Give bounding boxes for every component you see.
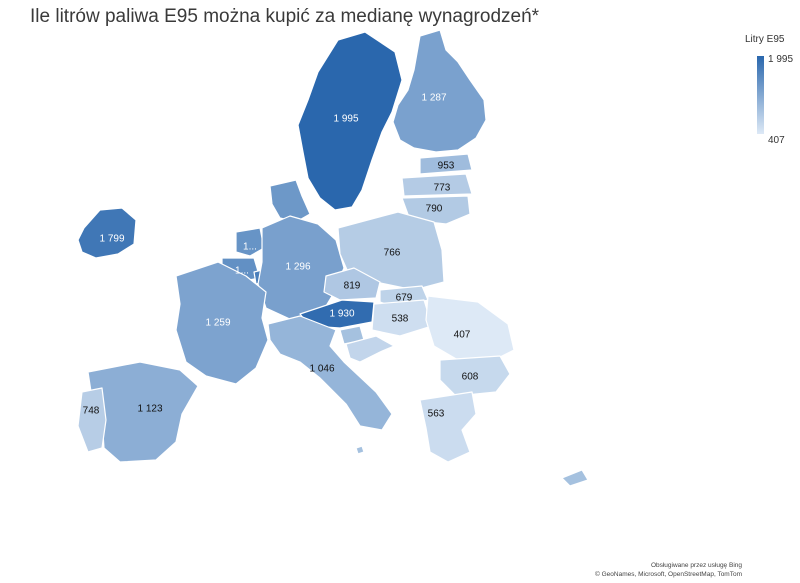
country-czechia	[323, 267, 381, 301]
country-poland	[337, 211, 445, 291]
value-label-estonia: 953	[438, 161, 455, 172]
legend-gradient-bar	[757, 56, 764, 134]
country-latvia	[401, 173, 473, 197]
value-label-sweden: 1 995	[333, 114, 358, 125]
value-label-romania: 407	[454, 330, 471, 341]
map-title: Ile litrów paliwa E95 można kupić za med…	[30, 6, 540, 27]
country-portugal	[77, 387, 107, 453]
value-label-lithuania: 790	[426, 204, 443, 215]
country-croatia	[345, 335, 395, 363]
value-label-italy: 1 046	[309, 364, 334, 375]
value-label-czechia: 819	[344, 281, 361, 292]
value-label-bulgaria: 608	[462, 372, 479, 383]
country-italy	[267, 315, 393, 431]
value-label-greece: 563	[428, 409, 445, 420]
country-bulgaria	[439, 355, 511, 397]
color-legend: Litry E95 1 995 407	[745, 34, 795, 149]
country-cyprus	[561, 469, 589, 487]
country-romania	[425, 295, 515, 361]
attribution-line-2: © GeoNames, Microsoft, OpenStreetMap, To…	[595, 571, 742, 578]
country-ireland	[77, 207, 137, 259]
country-sweden	[297, 31, 403, 211]
value-label-spain: 1 123	[137, 404, 162, 415]
country-france	[175, 261, 269, 385]
legend-max-label: 1 995	[768, 54, 794, 65]
country-malta	[355, 445, 365, 455]
attribution-line-1: Obsługiwane przez usługę Bing	[650, 562, 742, 569]
value-label-hungary: 538	[392, 314, 409, 325]
country-estonia	[419, 153, 473, 175]
value-label-portugal: 748	[83, 406, 100, 417]
country-denmark	[269, 179, 311, 223]
value-label-netherlands: 1...	[243, 242, 257, 253]
country-greece	[419, 391, 477, 463]
map-attribution: Obsługiwane przez usługę Bing © GeoNames…	[595, 561, 742, 579]
value-label-belgium: 1...	[235, 266, 249, 277]
value-label-france: 1 259	[205, 318, 230, 329]
value-label-poland: 766	[384, 248, 401, 259]
legend-min-label: 407	[768, 135, 785, 146]
country-hungary	[371, 299, 433, 337]
value-label-austria: 1 930	[329, 309, 354, 320]
value-label-latvia: 773	[434, 183, 451, 194]
value-label-germany: 1 296	[285, 262, 310, 273]
value-label-ireland: 1 799	[99, 234, 124, 245]
value-label-finland: 1 287	[421, 93, 446, 104]
country-finland	[392, 29, 487, 153]
country-netherlands	[235, 227, 265, 257]
value-label-slovakia: 679	[396, 293, 413, 304]
legend-title: Litry E95	[745, 34, 785, 45]
